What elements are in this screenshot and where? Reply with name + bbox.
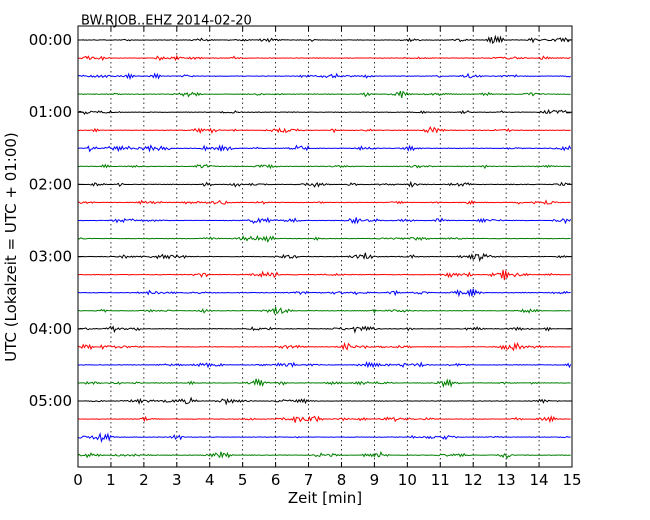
y-tick-label-02:00: 02:00	[29, 175, 72, 193]
axis-ticks: 0 1 2 3 4 5 6 7 8 9 10 11 12 13 14 1500:0001:0002:0003:…	[29, 26, 582, 489]
chart-title: BW.RJOB..EHZ 2014-02-20	[81, 14, 252, 29]
trace-row-21	[77, 414, 571, 424]
trace-row-11	[77, 234, 571, 244]
y-tick-label-01:00: 01:00	[29, 103, 72, 121]
trace-row-23	[77, 450, 571, 459]
trace-row-18	[77, 361, 572, 369]
trace-row-16	[77, 325, 571, 334]
x-tick-label-4: 4	[205, 471, 215, 489]
x-tick-label-12: 12	[464, 471, 483, 489]
trace-row-2	[77, 72, 571, 81]
x-tick-label-0: 0	[73, 471, 83, 489]
trace-row-22	[77, 432, 571, 443]
x-tick-label-14: 14	[530, 471, 549, 489]
trace-row-10	[77, 216, 572, 225]
trace-row-8	[77, 180, 571, 188]
plot-frame	[77, 25, 573, 468]
x-tick-label-3: 3	[172, 471, 182, 489]
trace-row-13	[77, 269, 571, 281]
seismogram-traces	[77, 34, 572, 459]
trace-row-4	[77, 108, 571, 116]
y-tick-label-00:00: 00:00	[29, 31, 72, 49]
grid-lines	[110, 26, 540, 467]
trace-row-12	[77, 252, 571, 263]
trace-row-14	[77, 288, 571, 298]
x-tick-label-13: 13	[497, 471, 516, 489]
y-tick-label-05:00: 05:00	[29, 392, 72, 410]
trace-row-0	[77, 34, 571, 45]
trace-row-7	[77, 163, 571, 170]
trace-row-20	[77, 396, 571, 406]
x-tick-label-7: 7	[304, 471, 314, 489]
y-axis-label: UTC (Lokalzeit = UTC + 01:00)	[2, 132, 20, 362]
y-tick-label-03:00: 03:00	[29, 248, 72, 266]
trace-row-3	[77, 90, 571, 99]
trace-row-1	[77, 54, 571, 62]
x-tick-label-11: 11	[431, 471, 450, 489]
y-tick-label-04:00: 04:00	[29, 320, 72, 338]
trace-row-9	[77, 199, 571, 205]
x-tick-label-8: 8	[337, 471, 347, 489]
x-tick-label-5: 5	[238, 471, 248, 489]
trace-row-6	[77, 144, 572, 153]
x-tick-label-1: 1	[106, 471, 116, 489]
trace-row-5	[77, 126, 571, 135]
x-tick-label-9: 9	[370, 471, 380, 489]
trace-row-17	[77, 341, 571, 352]
x-tick-label-15: 15	[562, 471, 581, 489]
trace-row-19	[77, 377, 571, 389]
x-tick-label-6: 6	[271, 471, 281, 489]
x-axis-label: Zeit [min]	[288, 489, 362, 507]
x-tick-label-2: 2	[139, 471, 149, 489]
trace-row-15	[77, 306, 571, 316]
x-tick-label-10: 10	[398, 471, 417, 489]
